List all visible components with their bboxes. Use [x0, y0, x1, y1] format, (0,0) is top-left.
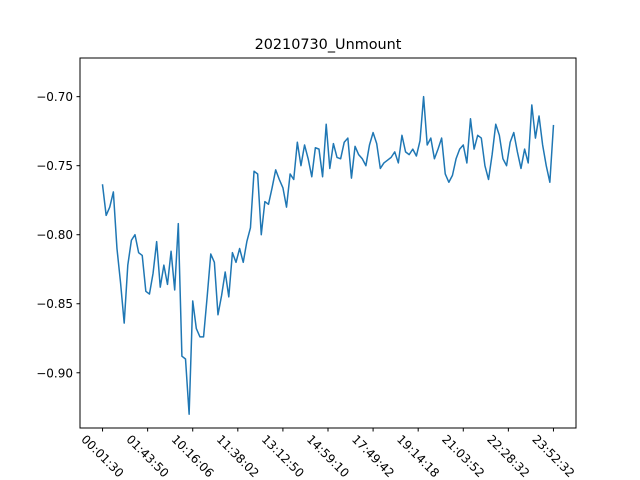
y-axis: −0.90 −0.85 −0.80 −0.75 −0.70 [36, 90, 80, 380]
chart-title: 20210730_Unmount [255, 37, 402, 53]
y-tick-label: −0.80 [36, 228, 73, 242]
series-line [101, 95, 555, 415]
y-tick-label: −0.85 [36, 297, 73, 311]
y-tick-label: −0.75 [36, 159, 73, 173]
y-tick-label: −0.70 [36, 90, 73, 104]
y-tick-label: −0.90 [36, 366, 73, 380]
plot-area [101, 95, 555, 415]
